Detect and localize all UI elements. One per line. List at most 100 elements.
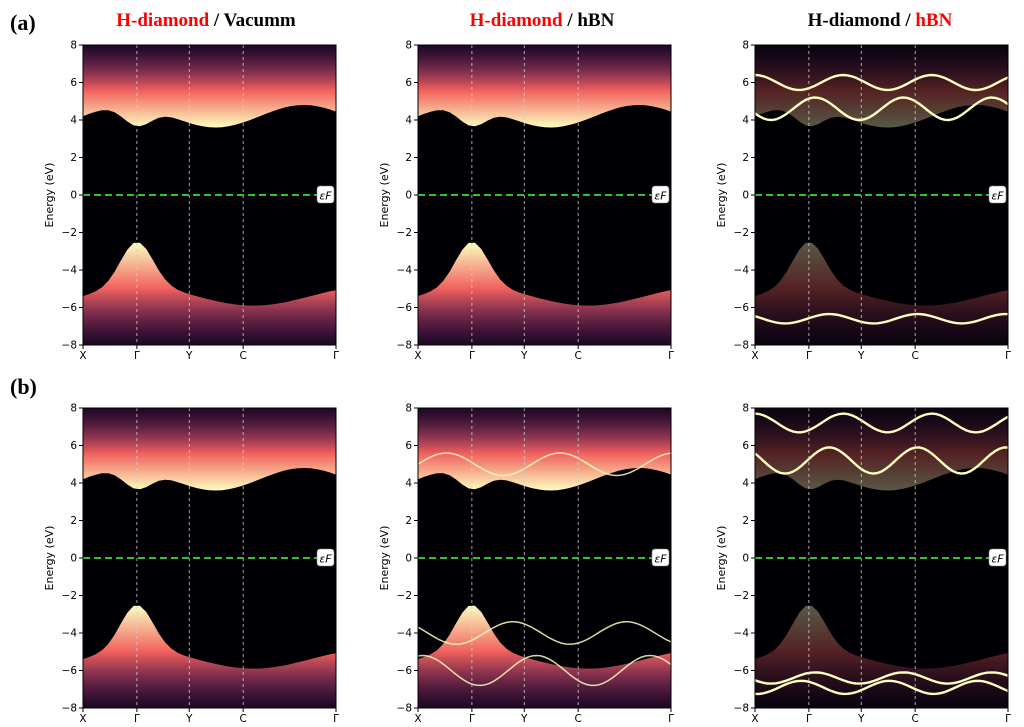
- band-line: [754, 312, 1008, 325]
- y-tick-label: 0: [405, 190, 412, 202]
- y-tick-label: −6: [734, 302, 750, 314]
- band-line: [754, 96, 1009, 122]
- fermi-label: εF: [654, 553, 667, 566]
- valence-band-region: [418, 242, 671, 345]
- y-tick-label: −4: [734, 265, 750, 277]
- y-tick-label: −2: [397, 590, 412, 602]
- y-tick-label: 4: [405, 115, 412, 127]
- x-tick-label: Y: [185, 350, 193, 362]
- fermi-label: εF: [654, 190, 667, 203]
- y-tick-label: −4: [397, 628, 413, 640]
- y-tick-label: −8: [62, 703, 77, 715]
- y-tick-label: 4: [70, 478, 77, 490]
- y-tick-label: −4: [397, 265, 413, 277]
- x-tick-label: X: [79, 350, 86, 362]
- column-title-part: Vacumm: [223, 10, 296, 31]
- y-axis-label: Energy (eV): [715, 526, 728, 591]
- x-tick-label: C: [239, 713, 246, 725]
- column-title-part: H-diamond: [469, 10, 563, 31]
- fermi-label-box: [316, 548, 335, 567]
- column-title-hbn-substrate: H-diamond / hBN: [392, 10, 692, 32]
- x-tick-label: Γ: [333, 350, 339, 362]
- band-line: [417, 654, 672, 687]
- y-tick-label: 4: [70, 115, 77, 127]
- y-tick-label: −6: [62, 302, 78, 314]
- x-tick-label: Γ: [806, 713, 812, 725]
- y-tick-label: 8: [70, 403, 77, 415]
- x-tick-label: X: [751, 713, 758, 725]
- y-tick-label: −6: [734, 665, 750, 677]
- y-tick-label: 6: [742, 440, 749, 452]
- x-tick-label: Y: [520, 350, 528, 362]
- fermi-label: εF: [991, 190, 1004, 203]
- valence-band-region: [418, 605, 671, 708]
- fermi-label-box: [651, 548, 670, 567]
- y-axis-label: Energy (eV): [43, 163, 56, 228]
- x-tick-label: C: [911, 350, 918, 362]
- conduction-band-region: [418, 408, 671, 491]
- fermi-label: εF: [319, 553, 332, 566]
- x-tick-label: Y: [857, 350, 865, 362]
- y-tick-label: 8: [405, 40, 412, 52]
- y-tick-label: −8: [734, 340, 749, 352]
- band-line: [754, 73, 1009, 92]
- x-tick-label: X: [751, 350, 758, 362]
- conduction-band-region: [83, 408, 336, 491]
- y-axis-label: Energy (eV): [378, 163, 391, 228]
- conduction-band-region: [83, 45, 336, 128]
- column-title-part: H-diamond: [807, 10, 901, 31]
- y-tick-label: −4: [62, 265, 78, 277]
- band-line: [417, 452, 672, 477]
- y-tick-label: −8: [734, 703, 749, 715]
- fermi-label: εF: [319, 190, 332, 203]
- x-tick-label: Γ: [469, 350, 475, 362]
- y-axis-label: Energy (eV): [378, 526, 391, 591]
- column-title-part: H-diamond: [116, 10, 210, 31]
- column-title-part: /: [209, 10, 224, 31]
- y-tick-label: 8: [742, 403, 749, 415]
- column-title-vacuum: H-diamond / Vacumm: [56, 10, 356, 32]
- band-panel: εF −8 −6 −4 −2 0 2 4 6 8 X Γ Y C Γ Energy (eV): [715, 40, 1011, 363]
- x-tick-label: Y: [520, 713, 528, 725]
- fermi-label: εF: [991, 553, 1004, 566]
- x-tick-label: Γ: [134, 350, 140, 362]
- y-tick-label: 6: [405, 440, 412, 452]
- band-panel: εF −8 −6 −4 −2 0 2 4 6 8 X Γ Y C Γ Energy (eV): [378, 40, 674, 363]
- band-line: [755, 679, 1009, 696]
- column-title-hbn-projected: H-diamond / hBN: [730, 10, 1024, 32]
- y-tick-label: −6: [397, 665, 413, 677]
- y-tick-label: 0: [70, 190, 77, 202]
- y-tick-label: 4: [742, 478, 749, 490]
- fermi-label-box: [651, 185, 670, 204]
- y-tick-label: 0: [742, 553, 749, 565]
- y-tick-label: 0: [70, 553, 77, 565]
- y-tick-label: −8: [62, 340, 77, 352]
- x-tick-label: X: [414, 713, 421, 725]
- y-tick-label: 2: [405, 515, 412, 527]
- column-title-part: hBN: [577, 10, 615, 31]
- band-line: [754, 671, 1009, 685]
- y-tick-label: 2: [742, 152, 749, 164]
- x-tick-label: Y: [857, 713, 865, 725]
- x-tick-label: Γ: [134, 713, 140, 725]
- y-tick-label: −2: [734, 227, 749, 239]
- x-tick-label: X: [79, 713, 86, 725]
- x-tick-label: Γ: [333, 713, 339, 725]
- x-tick-label: Γ: [668, 350, 674, 362]
- y-tick-label: −4: [734, 628, 750, 640]
- row-label-a: (a): [10, 10, 36, 35]
- fermi-label-box: [316, 185, 335, 204]
- y-tick-label: −2: [734, 590, 749, 602]
- y-tick-label: −8: [397, 703, 412, 715]
- x-tick-label: Γ: [1005, 713, 1011, 725]
- band-panel: εF −8 −6 −4 −2 0 2 4 6 8 X Γ Y C Γ Energy (eV): [715, 403, 1011, 726]
- row-label-b: (b): [10, 374, 37, 399]
- y-tick-label: 0: [742, 190, 749, 202]
- y-tick-label: −4: [62, 628, 78, 640]
- y-tick-label: −6: [62, 665, 78, 677]
- x-tick-label: Γ: [668, 713, 674, 725]
- y-tick-label: 6: [70, 440, 77, 452]
- y-tick-label: 4: [405, 478, 412, 490]
- y-tick-label: 8: [70, 40, 77, 52]
- y-tick-label: −2: [397, 227, 412, 239]
